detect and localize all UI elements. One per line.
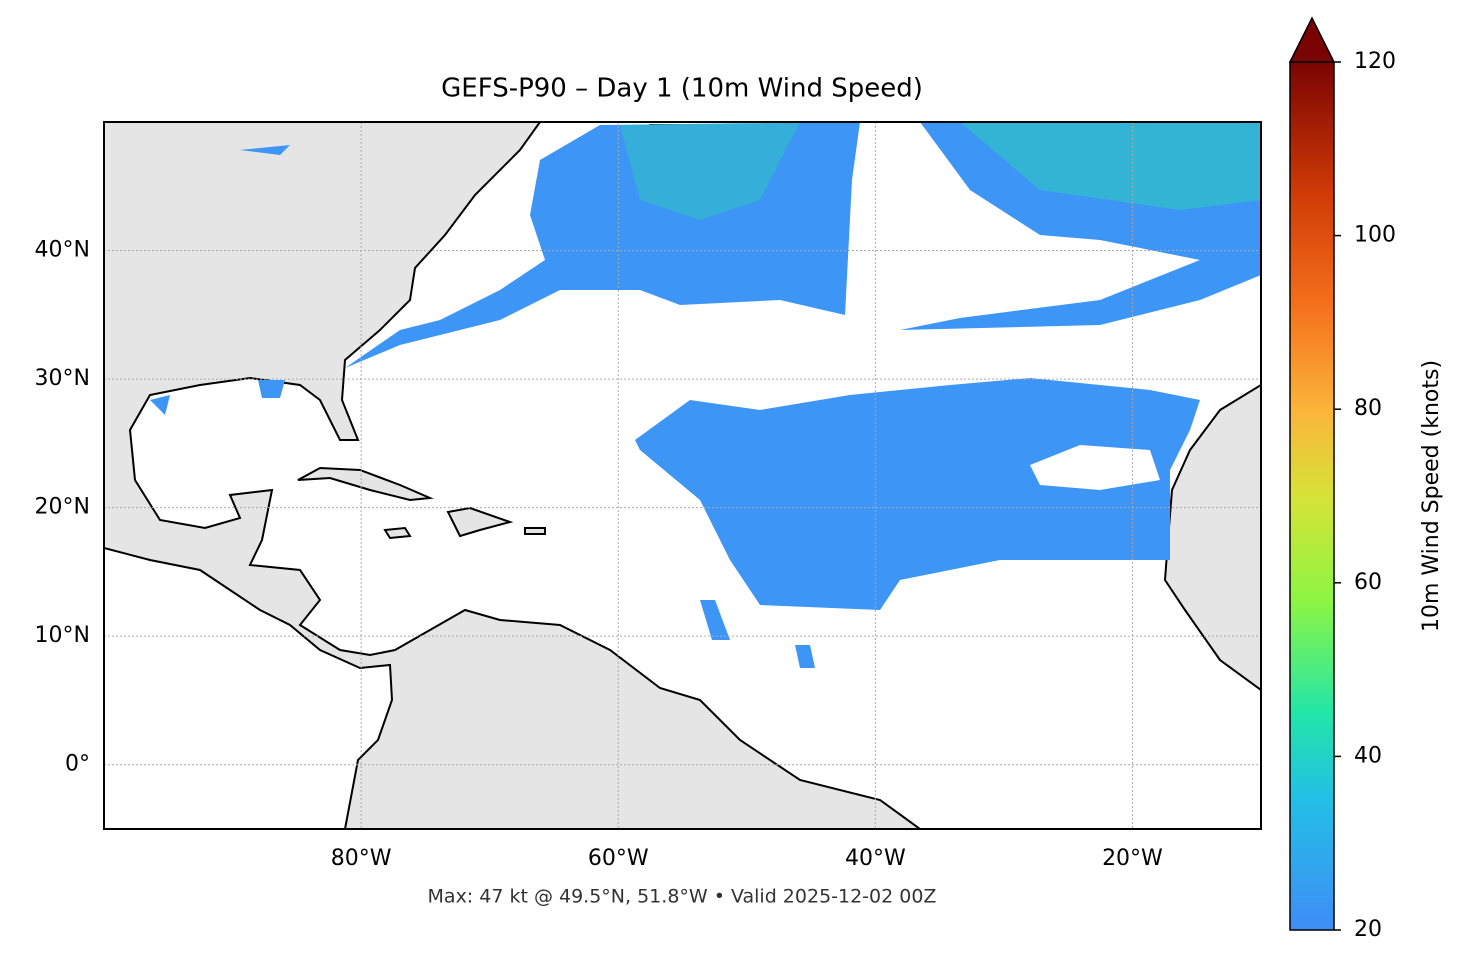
y-tick-label: 20°N	[35, 495, 90, 520]
hispaniola	[446, 506, 514, 538]
wind-field	[635, 378, 1200, 610]
cuba	[297, 466, 434, 502]
colorbar-extend	[1288, 16, 1336, 63]
colorbar-tick-label: 120	[1354, 49, 1396, 74]
colorbar-tick-label: 100	[1354, 223, 1396, 248]
puerto-rico	[524, 527, 546, 535]
graticule	[104, 122, 1261, 829]
footnote: Max: 47 kt @ 49.5°N, 51.8°W • Valid 2025…	[428, 886, 937, 908]
y-tick-label: 10°N	[35, 623, 90, 648]
colorbar-tick-label: 60	[1354, 570, 1382, 595]
calm-area	[1030, 445, 1160, 490]
wind-field	[960, 122, 1261, 210]
wind-field	[620, 122, 800, 220]
colorbar-label: 10m Wind Speed (knots)	[1419, 360, 1444, 632]
map-frame	[103, 121, 1262, 830]
x-tick-label: 20°W	[1102, 846, 1163, 871]
colorbar	[1289, 61, 1335, 931]
y-tick-label: 40°N	[35, 238, 90, 263]
y-tick-label: 0°	[65, 752, 90, 777]
jamaica	[383, 526, 412, 540]
americas	[104, 122, 922, 829]
x-tick-label: 60°W	[588, 846, 649, 871]
colorbar-tick-label: 20	[1354, 917, 1382, 942]
colorbar-tick-label: 80	[1354, 396, 1382, 421]
chart-title: GEFS-P90 – Day 1 (10m Wind Speed)	[441, 74, 923, 104]
map-area	[104, 122, 1261, 829]
x-tick-label: 40°W	[845, 846, 906, 871]
y-tick-label: 30°N	[35, 366, 90, 391]
colorbar-tick-label: 40	[1354, 743, 1382, 768]
x-tick-label: 80°W	[331, 846, 392, 871]
